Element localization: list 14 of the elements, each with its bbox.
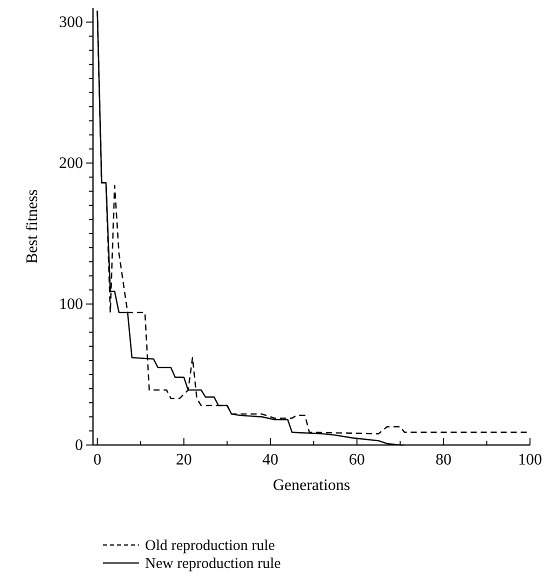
legend-label: Old reproduction rule bbox=[145, 538, 276, 554]
x-tick-label: 0 bbox=[93, 451, 102, 468]
y-tick-label: 300 bbox=[59, 14, 83, 32]
y-axis-title: Best fitness bbox=[24, 189, 41, 264]
x-tick-label: 100 bbox=[518, 451, 542, 468]
y-tick-label: 0 bbox=[75, 437, 83, 454]
y-tick-label: 100 bbox=[59, 296, 83, 314]
x-axis-title: Generations bbox=[272, 477, 350, 494]
legend-label: New reproduction rule bbox=[145, 556, 282, 572]
x-tick-label: 60 bbox=[348, 451, 365, 468]
x-tick-label: 40 bbox=[262, 451, 278, 468]
x-tick-label: 80 bbox=[435, 451, 452, 468]
x-tick-label: 20 bbox=[176, 451, 192, 468]
y-tick-label: 200 bbox=[59, 155, 83, 172]
